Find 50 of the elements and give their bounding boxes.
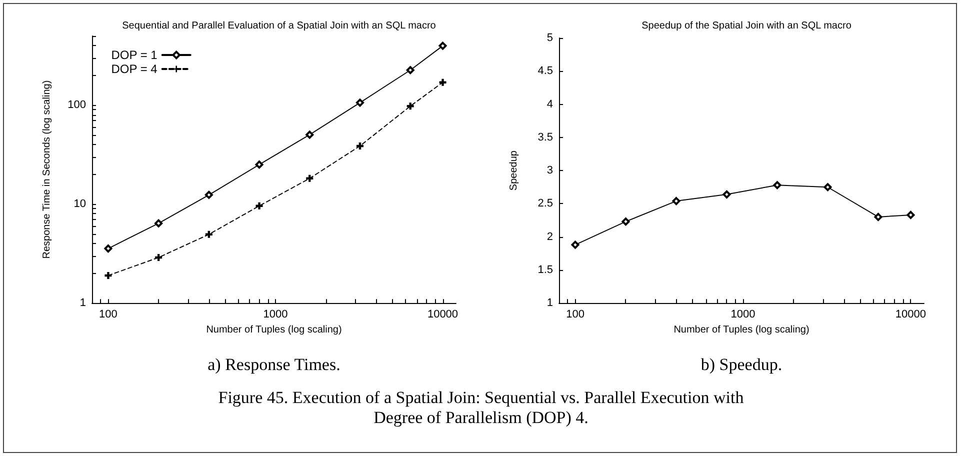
- x-tick-label: 10000: [427, 308, 458, 321]
- point: [874, 212, 882, 221]
- text: a) Response Times.: [208, 355, 340, 375]
- y-tick-label: 2.5: [538, 198, 553, 210]
- x-tick-label: 100: [99, 308, 118, 321]
- legend-label: DOP = 4: [111, 62, 158, 76]
- point: [406, 102, 414, 110]
- y-tick-label: 1: [80, 297, 86, 310]
- y-tick-label: 4: [546, 98, 553, 110]
- x-axis-title: Number of Tuples (log scaling): [674, 324, 810, 336]
- point: [256, 202, 263, 210]
- legend-label: DOP = 1: [111, 48, 158, 62]
- y-tick-label: 5: [546, 32, 553, 44]
- y-tick-label: 1.5: [538, 264, 553, 276]
- x-axis-title: Number of Tuples (log scaling): [206, 324, 342, 336]
- point: [204, 190, 213, 199]
- x-tick-label: 100: [566, 308, 584, 321]
- point: [622, 218, 630, 226]
- point: [104, 244, 112, 253]
- y-tick-label: 3: [546, 164, 553, 177]
- y-tick-label: 100: [68, 99, 86, 112]
- y-axis-title: Speedup: [508, 150, 520, 191]
- point: [571, 240, 580, 249]
- point: [255, 160, 264, 169]
- point: [672, 197, 680, 206]
- y-tick-label: 1: [546, 297, 553, 310]
- x-tick-label: 1000: [730, 308, 756, 321]
- chart-title: Speedup of the Spatial Join with an SQL macro: [642, 20, 852, 32]
- point: [104, 272, 112, 280]
- point: [154, 219, 163, 228]
- point: [155, 254, 162, 261]
- y-tick-label: 3.5: [538, 131, 553, 144]
- point: [722, 190, 731, 198]
- x-tick-label: 1000: [263, 308, 288, 321]
- point: [824, 183, 832, 192]
- y-tick-label: 4.5: [538, 65, 553, 78]
- point: [306, 174, 314, 182]
- y-tick-label: 2: [546, 230, 553, 243]
- point: [205, 230, 212, 238]
- x-tick-label: 10000: [895, 308, 926, 321]
- text: b) Speedup.: [700, 355, 782, 375]
- point: [306, 130, 314, 139]
- chart-title: Sequential and Parallel Evaluation of a Spatial Join with an SQL macro: [122, 20, 436, 32]
- point: [356, 98, 364, 107]
- y-tick-label: 10: [74, 198, 86, 210]
- point: [356, 142, 364, 150]
- y-axis-title: Response Time in Seconds (log scaling): [42, 80, 52, 259]
- point: [406, 66, 414, 74]
- point: [773, 181, 782, 190]
- caption: Figure 45. Execution of a Spatial Join: Sequential vs. Parallel Execution with Degree of Parallelism (DOP) 4.: [217, 388, 745, 428]
